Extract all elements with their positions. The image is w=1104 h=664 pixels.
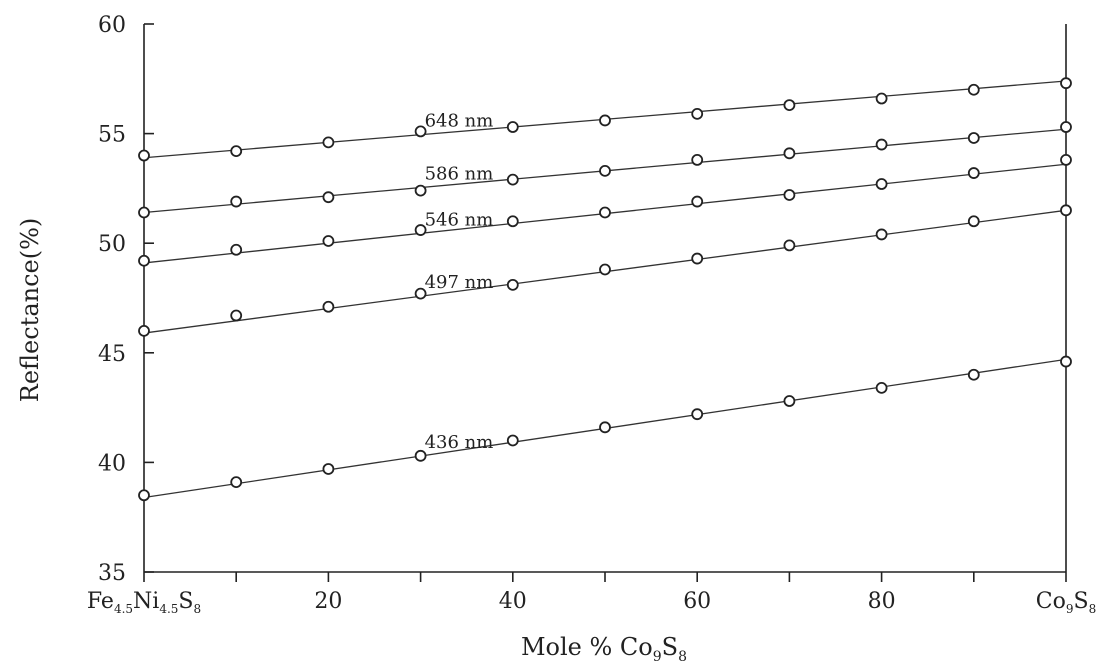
x-axis-ticks: Fe4.5Ni4.5S8 20 40 60 80 Co9S8 [87,572,1096,616]
x-tick-label: 20 [314,589,342,614]
data-point [875,228,888,241]
data-point [783,395,796,407]
x-axis-title: Mole % Co9S8 [521,633,687,664]
data-point [506,215,519,228]
data-point [599,421,611,434]
data-point [322,136,335,149]
x-tick-label: Co9S8 [1036,589,1096,616]
data-point [230,476,243,489]
data-point [691,154,704,166]
data-point [414,449,427,462]
data-point [599,206,611,219]
series-label: 497 nm [425,272,494,293]
data-point [414,224,427,236]
data-point [599,114,611,127]
data-point [322,235,335,247]
x-tick-label: 80 [868,589,896,614]
data-point [967,132,980,144]
data-point [1060,154,1072,166]
data-point [691,408,704,421]
series-label: 586 nm [425,164,494,185]
data-point [414,287,427,300]
y-axis-title: Reflectance(%) [16,218,44,403]
data-point [1060,204,1072,217]
data-point [1060,355,1072,368]
data-point [875,138,888,151]
series-labels: 648 nm 586 nm 546 nm 497 nm 436 nm [425,111,494,453]
data-point [414,125,427,138]
x-tick-label: Fe4.5Ni4.5S8 [87,589,201,616]
data-point [967,83,980,96]
y-tick-label: 50 [98,232,126,257]
y-tick-label: 40 [98,451,126,476]
data-point [599,164,611,177]
data-point [506,278,519,291]
y-tick-label: 55 [98,123,126,148]
data-point [783,239,796,252]
data-point [1060,77,1072,90]
data-point [875,92,888,105]
data-point [967,215,980,228]
data-point [967,167,980,179]
data-point [138,149,150,162]
data-point [322,463,335,475]
data-point [691,107,704,120]
axes [143,24,1067,573]
data-point [322,300,335,313]
data-point [138,324,150,337]
data-point [230,309,243,322]
data-point [691,252,704,265]
data-point [138,254,150,267]
series-label: 546 nm [425,209,494,230]
data-point [875,381,888,394]
data-point [1060,121,1072,133]
series-points [138,77,1072,502]
y-tick-label: 60 [98,13,126,38]
data-point [322,191,335,204]
series-lines [143,80,1067,499]
data-point [230,145,243,158]
x-tick-label: 40 [499,589,527,614]
data-point [783,147,796,160]
data-point [138,489,150,502]
data-point [230,243,243,256]
data-point [783,99,796,112]
data-point [506,434,519,447]
data-point [783,189,796,201]
series-label: 648 nm [425,111,494,132]
data-point [230,195,243,208]
y-tick-label: 45 [98,342,126,367]
y-axis-ticks: 35 40 45 50 55 60 [98,13,154,586]
x-tick-label: 60 [683,589,711,614]
data-point [967,368,980,381]
data-point [506,173,519,186]
series-label: 436 nm [425,432,494,453]
data-point [599,263,611,276]
y-tick-label: 35 [98,561,126,586]
data-point [138,206,150,219]
data-point [414,184,427,197]
data-point [875,178,888,190]
data-point [506,121,519,133]
data-point [691,195,704,208]
